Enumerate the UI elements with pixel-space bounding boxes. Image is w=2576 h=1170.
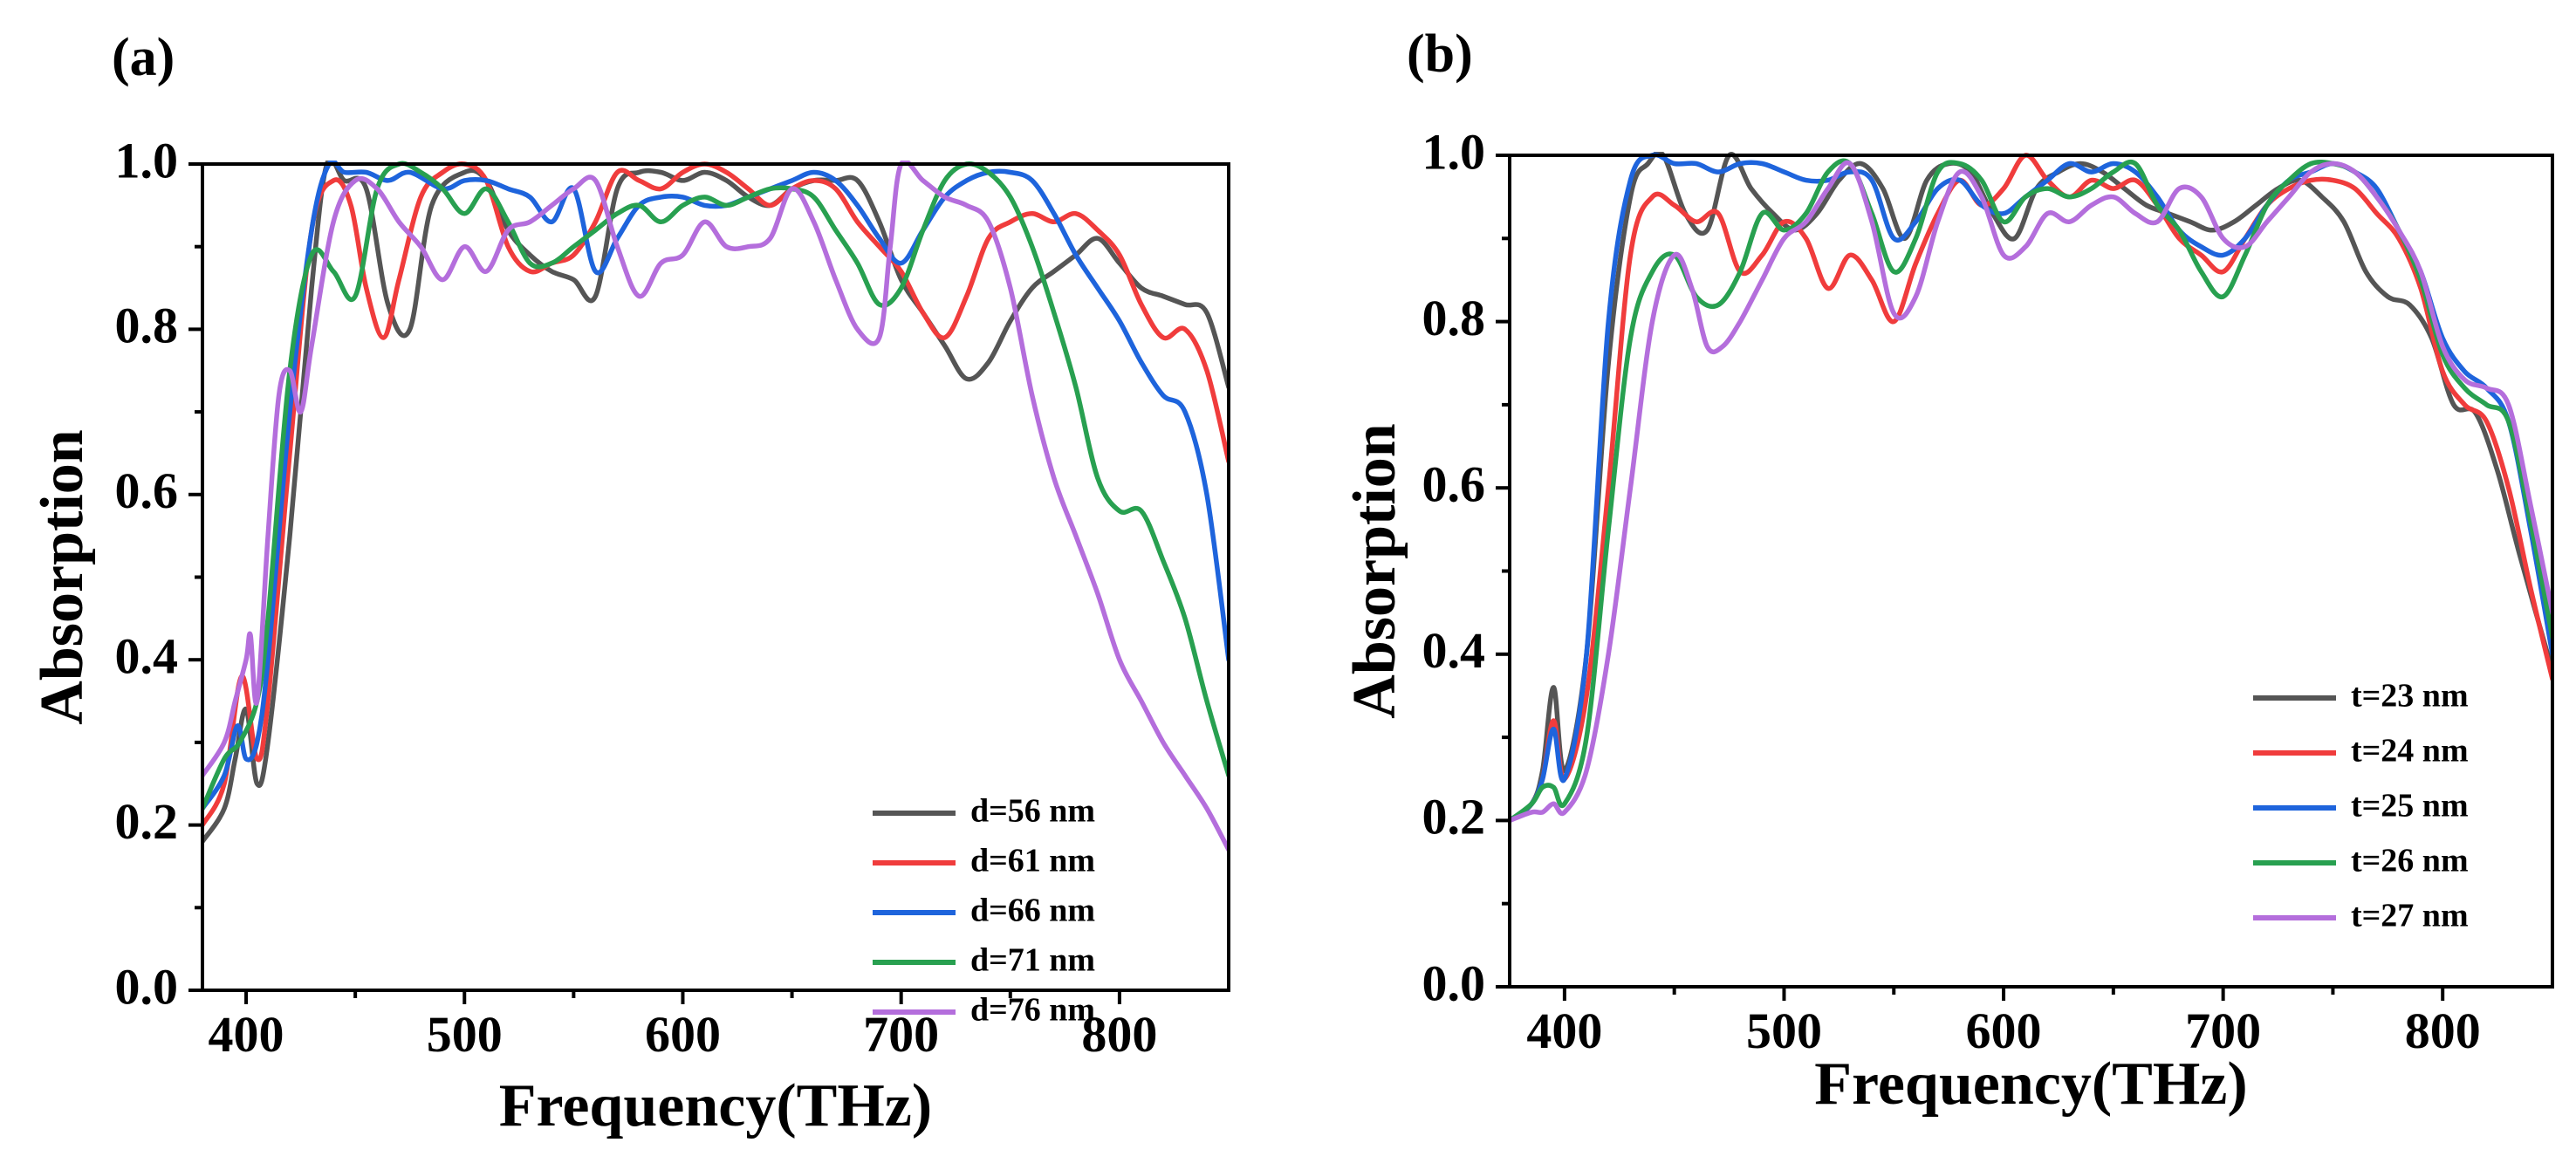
series-line-0 — [202, 161, 1229, 845]
x-axis-label: Frequency(THz) — [499, 1072, 932, 1139]
y-tick-label: 0.2 — [115, 793, 179, 850]
y-tick-label: 0.2 — [1422, 789, 1486, 845]
x-tick-label: 500 — [427, 1006, 503, 1063]
y-tick-label: 0.4 — [115, 628, 179, 685]
legend-label: d=61 nm — [970, 843, 1095, 879]
x-tick-label: 800 — [1081, 1006, 1157, 1063]
x-tick-label: 600 — [645, 1006, 721, 1063]
legend-label: d=71 nm — [970, 942, 1095, 979]
series-line-1 — [202, 161, 1229, 828]
x-tick-label: 700 — [863, 1006, 939, 1063]
x-tick-label: 700 — [2185, 1002, 2261, 1059]
legend-label: d=66 nm — [970, 893, 1095, 929]
series-group — [1510, 152, 2552, 824]
legend-label: t=27 nm — [2351, 898, 2469, 934]
y-tick-label: 0.8 — [1422, 290, 1486, 346]
series-line-3 — [202, 161, 1229, 811]
x-tick-label: 400 — [1526, 1002, 1602, 1059]
legend: t=23 nm t=24 nm t=25 nm t=26 nm t=27 nm — [2253, 678, 2469, 934]
y-tick-label: 0.0 — [115, 958, 179, 1015]
legend-label: t=25 nm — [2351, 788, 2469, 824]
series-line-4 — [202, 161, 1229, 852]
y-axis-label: Absorption — [29, 429, 96, 724]
series-line-4 — [1510, 160, 2552, 824]
legend-label: d=76 nm — [970, 992, 1095, 1029]
legend-label: t=24 nm — [2351, 733, 2469, 770]
x-tick-label: 800 — [2405, 1002, 2481, 1059]
legend: d=56 nm d=61 nm d=66 nm d=71 nm d=76 nm — [873, 793, 1095, 1029]
x-tick-label: 600 — [1966, 1002, 2042, 1059]
series-line-2 — [202, 161, 1229, 811]
y-tick-label: 0.0 — [1422, 954, 1486, 1011]
y-axis-label: Absorption — [1341, 423, 1408, 718]
legend-label: t=26 nm — [2351, 843, 2469, 879]
y-tick-label: 0.4 — [1422, 622, 1486, 679]
chart-panel-0: (a) 400 500 600 700 800 0.0 0.2 0.4 0.6 0.8 1.0 Freq… — [29, 28, 1230, 1139]
panel-label: (b) — [1407, 24, 1473, 84]
y-tick-label: 0.6 — [115, 462, 179, 519]
legend-label: d=56 nm — [970, 793, 1095, 830]
series-line-3 — [1510, 158, 2552, 824]
y-tick-label: 1.0 — [115, 132, 179, 188]
x-axis-label: Frequency(THz) — [1814, 1050, 2247, 1118]
series-group — [202, 161, 1229, 852]
series-line-0 — [1510, 152, 2552, 824]
y-tick-label: 0.6 — [1422, 456, 1486, 513]
chart-panel-1: (b) 400 500 600 700 800 0.0 0.2 0.4 0.6 0.8 1.0 Freq… — [1341, 24, 2554, 1118]
series-line-1 — [1510, 153, 2552, 824]
y-tick-label: 1.0 — [1422, 123, 1486, 180]
x-tick-label: 500 — [1746, 1002, 1822, 1059]
x-tick-label: 400 — [209, 1006, 284, 1063]
y-tick-label: 0.8 — [115, 298, 179, 354]
panel-label: (a) — [112, 28, 175, 87]
legend-label: t=23 nm — [2351, 678, 2469, 715]
